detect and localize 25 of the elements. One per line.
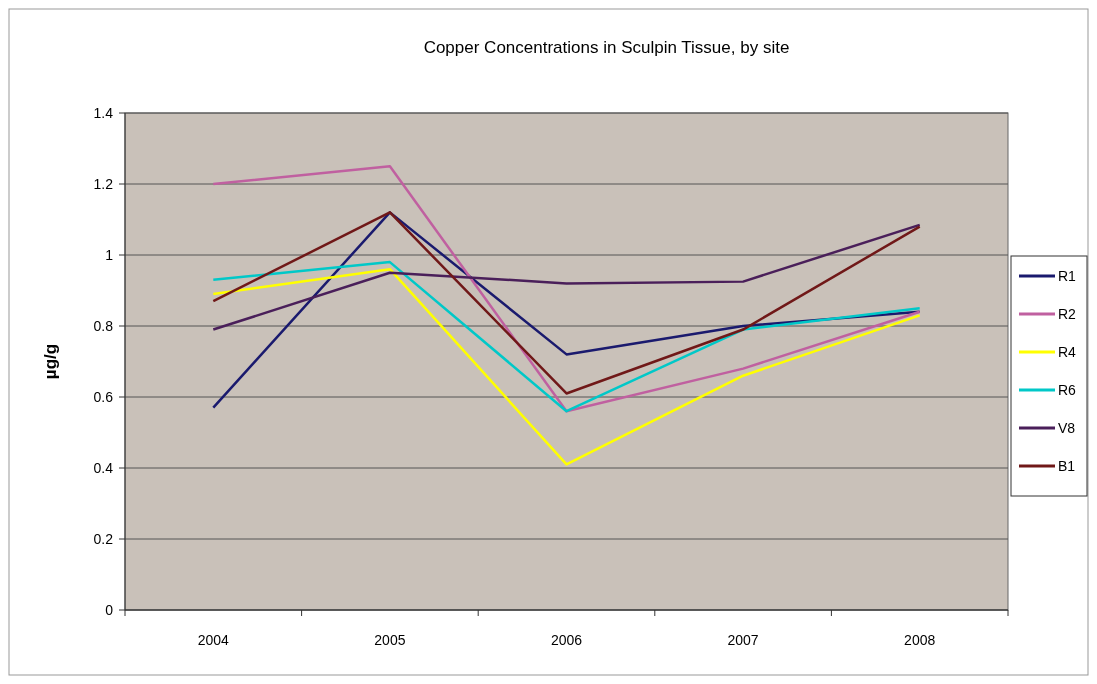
line-series [212,267,921,466]
y-tick-label: 1.2 [93,176,114,192]
y-tick-label: 1.4 [93,105,114,121]
y-tick-label: 1 [105,247,114,263]
y-tick-label: 0.6 [93,389,114,405]
y-tick-label: 0.8 [93,318,114,334]
chart-title: Copper Concentrations in Sculpin Tissue, by site [423,38,790,57]
x-tick-label: 2008 [904,632,936,648]
y-axis-title: µg/g [41,343,60,380]
y-tick-label: 0.2 [93,531,114,547]
legend-label: R1 [1058,268,1077,284]
legend-label: R2 [1058,306,1077,322]
legend-label: V8 [1058,420,1076,436]
line-series [212,223,921,331]
legend-label: R4 [1058,344,1077,360]
y-tick-label: 0 [105,602,114,618]
x-tick-label: 2005 [374,632,406,648]
line-series [212,260,921,413]
legend-label: R6 [1058,382,1077,398]
x-tick-label: 2006 [550,632,583,648]
x-tick-label: 2004 [197,632,230,648]
x-tick-label: 2007 [727,632,759,648]
legend-label: B1 [1058,458,1076,474]
line-series [212,165,921,413]
y-tick-label: 0.4 [93,460,114,476]
